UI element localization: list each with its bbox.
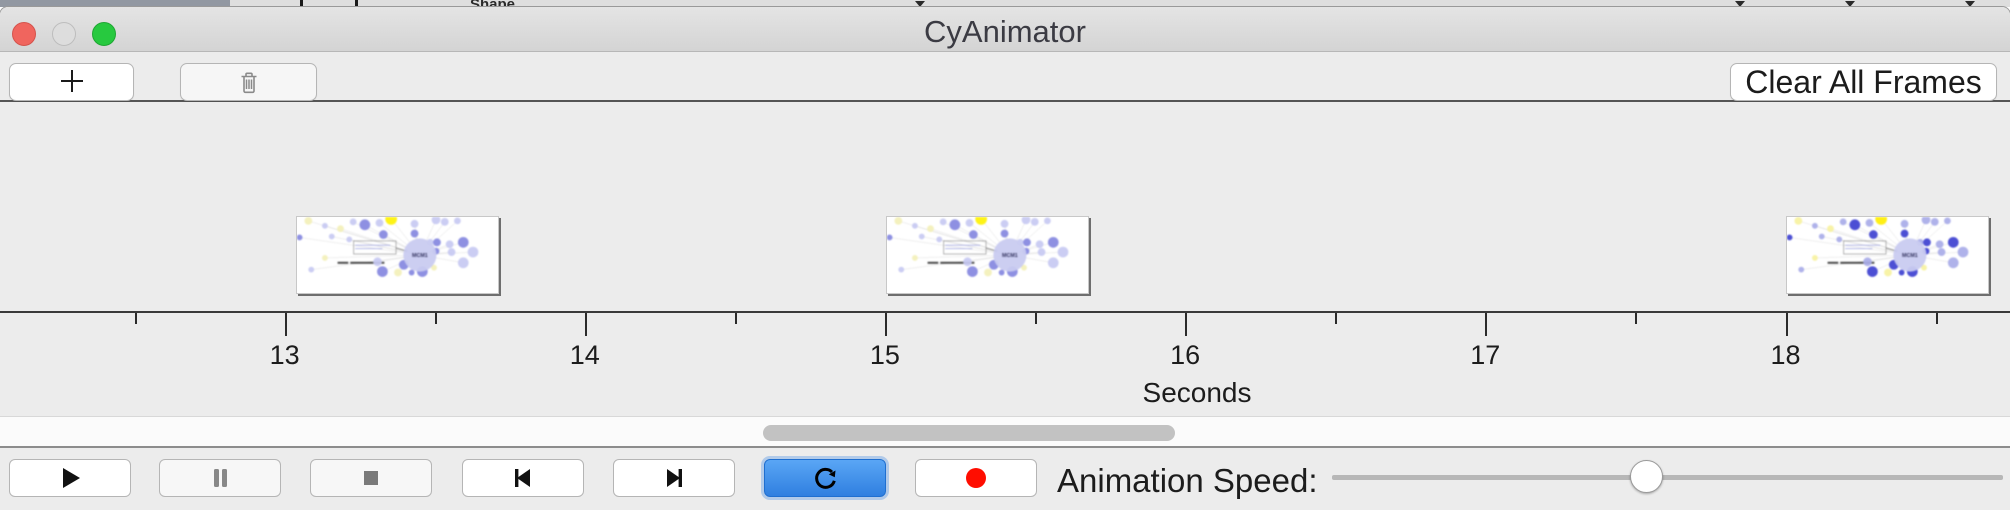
svg-text:MCM1: MCM1 [1902,253,1918,259]
svg-text:MCM1: MCM1 [1002,253,1018,259]
svg-text:MCM1: MCM1 [412,253,428,259]
